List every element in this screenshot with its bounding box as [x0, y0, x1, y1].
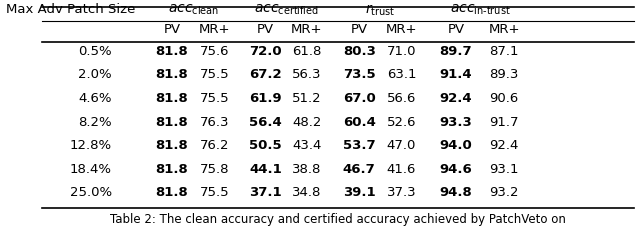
Text: 56.3: 56.3	[292, 68, 321, 81]
Text: 46.7: 46.7	[343, 163, 376, 176]
Text: 92.4: 92.4	[490, 139, 519, 152]
Text: 67.0: 67.0	[343, 92, 376, 105]
Text: 38.8: 38.8	[292, 163, 321, 176]
Text: 75.5: 75.5	[200, 68, 229, 81]
Text: 93.1: 93.1	[490, 163, 519, 176]
Text: $acc_{\mathrm{certified}}$: $acc_{\mathrm{certified}}$	[253, 3, 319, 17]
Text: 12.8%: 12.8%	[70, 139, 111, 152]
Text: 75.5: 75.5	[200, 92, 229, 105]
Text: $acc_{\mathrm{in\text{-}trust}}$: $acc_{\mathrm{in\text{-}trust}}$	[450, 3, 510, 17]
Text: 81.8: 81.8	[156, 187, 188, 199]
Text: 81.8: 81.8	[156, 92, 188, 105]
Text: 61.8: 61.8	[292, 45, 321, 58]
Text: 81.8: 81.8	[156, 163, 188, 176]
Text: 72.0: 72.0	[250, 45, 282, 58]
Text: 81.8: 81.8	[156, 116, 188, 128]
Text: 61.9: 61.9	[250, 92, 282, 105]
Text: 93.2: 93.2	[490, 187, 519, 199]
Text: 94.6: 94.6	[440, 163, 472, 176]
Text: 89.7: 89.7	[440, 45, 472, 58]
Text: 75.5: 75.5	[200, 187, 229, 199]
Text: 51.2: 51.2	[292, 92, 321, 105]
Text: 87.1: 87.1	[490, 45, 519, 58]
Text: 76.2: 76.2	[200, 139, 229, 152]
Text: PV: PV	[163, 23, 180, 36]
Text: 39.1: 39.1	[343, 187, 376, 199]
Text: 80.3: 80.3	[343, 45, 376, 58]
Text: 52.6: 52.6	[387, 116, 416, 128]
Text: 43.4: 43.4	[292, 139, 321, 152]
Text: 60.4: 60.4	[343, 116, 376, 128]
Text: 71.0: 71.0	[387, 45, 416, 58]
Text: MR+: MR+	[488, 23, 520, 36]
Text: 44.1: 44.1	[249, 163, 282, 176]
Text: MR+: MR+	[291, 23, 323, 36]
Text: 91.4: 91.4	[440, 68, 472, 81]
Text: 94.0: 94.0	[440, 139, 472, 152]
Text: 94.8: 94.8	[440, 187, 472, 199]
Text: 37.3: 37.3	[387, 187, 416, 199]
Text: 50.5: 50.5	[250, 139, 282, 152]
Text: 47.0: 47.0	[387, 139, 416, 152]
Text: 90.6: 90.6	[490, 92, 519, 105]
Text: 2.0%: 2.0%	[78, 68, 111, 81]
Text: MR+: MR+	[386, 23, 417, 36]
Text: 34.8: 34.8	[292, 187, 321, 199]
Text: PV: PV	[447, 23, 465, 36]
Text: 93.3: 93.3	[440, 116, 472, 128]
Text: 67.2: 67.2	[250, 68, 282, 81]
Text: MR+: MR+	[198, 23, 230, 36]
Text: 75.8: 75.8	[200, 163, 229, 176]
Text: Max Adv Patch Size: Max Adv Patch Size	[6, 3, 136, 16]
Text: 48.2: 48.2	[292, 116, 321, 128]
Text: 37.1: 37.1	[250, 187, 282, 199]
Text: 4.6%: 4.6%	[78, 92, 111, 105]
Text: 81.8: 81.8	[156, 68, 188, 81]
Text: 89.3: 89.3	[490, 68, 519, 81]
Text: 75.6: 75.6	[200, 45, 229, 58]
Text: 92.4: 92.4	[440, 92, 472, 105]
Text: 73.5: 73.5	[343, 68, 376, 81]
Text: 56.4: 56.4	[249, 116, 282, 128]
Text: 8.2%: 8.2%	[78, 116, 111, 128]
Text: 76.3: 76.3	[200, 116, 229, 128]
Text: 81.8: 81.8	[156, 45, 188, 58]
Text: 41.6: 41.6	[387, 163, 416, 176]
Text: PV: PV	[351, 23, 368, 36]
Text: 25.0%: 25.0%	[70, 187, 111, 199]
Text: 53.7: 53.7	[343, 139, 376, 152]
Text: 18.4%: 18.4%	[70, 163, 111, 176]
Text: $r_{\mathrm{trust}}$: $r_{\mathrm{trust}}$	[365, 2, 396, 18]
Text: Table 2: The clean accuracy and certified accuracy achieved by PatchVeto on: Table 2: The clean accuracy and certifie…	[110, 213, 566, 226]
Text: 0.5%: 0.5%	[78, 45, 111, 58]
Text: 81.8: 81.8	[156, 139, 188, 152]
Text: PV: PV	[257, 23, 274, 36]
Text: 63.1: 63.1	[387, 68, 416, 81]
Text: 56.6: 56.6	[387, 92, 416, 105]
Text: 91.7: 91.7	[490, 116, 519, 128]
Text: $acc_{\mathrm{clean}}$: $acc_{\mathrm{clean}}$	[168, 3, 219, 17]
